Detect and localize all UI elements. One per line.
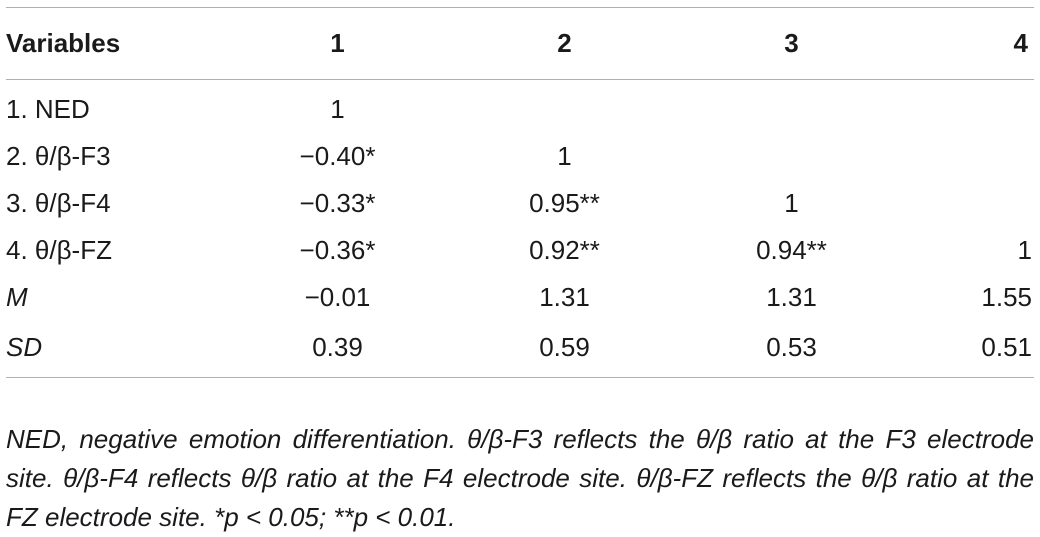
row-label: 4. θ/β-FZ (6, 235, 112, 265)
cell-value: −0.36* (299, 235, 376, 265)
cell-value: 1.31 (539, 282, 590, 312)
header-row: Variables 1 2 3 4 (6, 7, 1034, 80)
cell-value: −0.40* (299, 141, 376, 171)
cell-value: 1 (557, 141, 572, 171)
header-col-3: 3 (678, 7, 905, 80)
cell-value (905, 80, 1034, 134)
cell-value (905, 180, 1034, 227)
cell-value: 1.31 (766, 282, 817, 312)
cell-value (678, 133, 905, 180)
cell-value: 0.59 (451, 321, 678, 378)
table-row: 2. θ/β-F3 −0.40* 1 (6, 133, 1034, 180)
table-header: Variables 1 2 3 4 (6, 7, 1034, 80)
cell-value: −0.33* (299, 188, 376, 218)
cell-value (905, 133, 1034, 180)
cell-value: 1 (330, 94, 345, 124)
cell-value: 1 (784, 188, 799, 218)
row-label: 2. θ/β-F3 (6, 141, 111, 171)
cell-value (451, 80, 678, 134)
correlation-table: Variables 1 2 3 4 1. NED 1 2. θ/β-F3 −0.… (6, 7, 1034, 378)
cell-value: 1.55 (981, 282, 1032, 312)
cell-value: 0.39 (224, 321, 451, 378)
row-label: 1. NED (6, 94, 90, 124)
page: Variables 1 2 3 4 1. NED 1 2. θ/β-F3 −0.… (6, 7, 1034, 532)
cell-value: 0.92** (529, 235, 600, 265)
table-row: 4. θ/β-FZ −0.36* 0.92** 0.94** 1 (6, 227, 1034, 274)
row-label: 3. θ/β-F4 (6, 188, 111, 218)
row-label: M (6, 282, 28, 312)
table-note: NED, negative emotion differentiation. θ… (6, 424, 1034, 532)
table-row: 1. NED 1 (6, 80, 1034, 134)
table-body: 1. NED 1 2. θ/β-F3 −0.40* 1 3. θ/β-F4 −0… (6, 80, 1034, 378)
header-col-1: 1 (224, 7, 451, 80)
table-row: 3. θ/β-F4 −0.33* 0.95** 1 (6, 180, 1034, 227)
table-row: SD 0.39 0.59 0.53 0.51 (6, 321, 1034, 378)
cell-value: 0.51 (905, 321, 1034, 378)
table-row: M −0.01 1.31 1.31 1.55 (6, 274, 1034, 321)
header-col-4: 4 (905, 7, 1034, 80)
cell-value: 0.53 (678, 321, 905, 378)
cell-value: 0.95** (529, 188, 600, 218)
cell-value: 1 (1017, 235, 1032, 265)
cell-value: −0.01 (304, 282, 371, 312)
cell-value: 0.94** (756, 235, 827, 265)
row-label: SD (6, 321, 224, 378)
cell-value (678, 80, 905, 134)
header-variables: Variables (6, 7, 224, 80)
header-col-2: 2 (451, 7, 678, 80)
